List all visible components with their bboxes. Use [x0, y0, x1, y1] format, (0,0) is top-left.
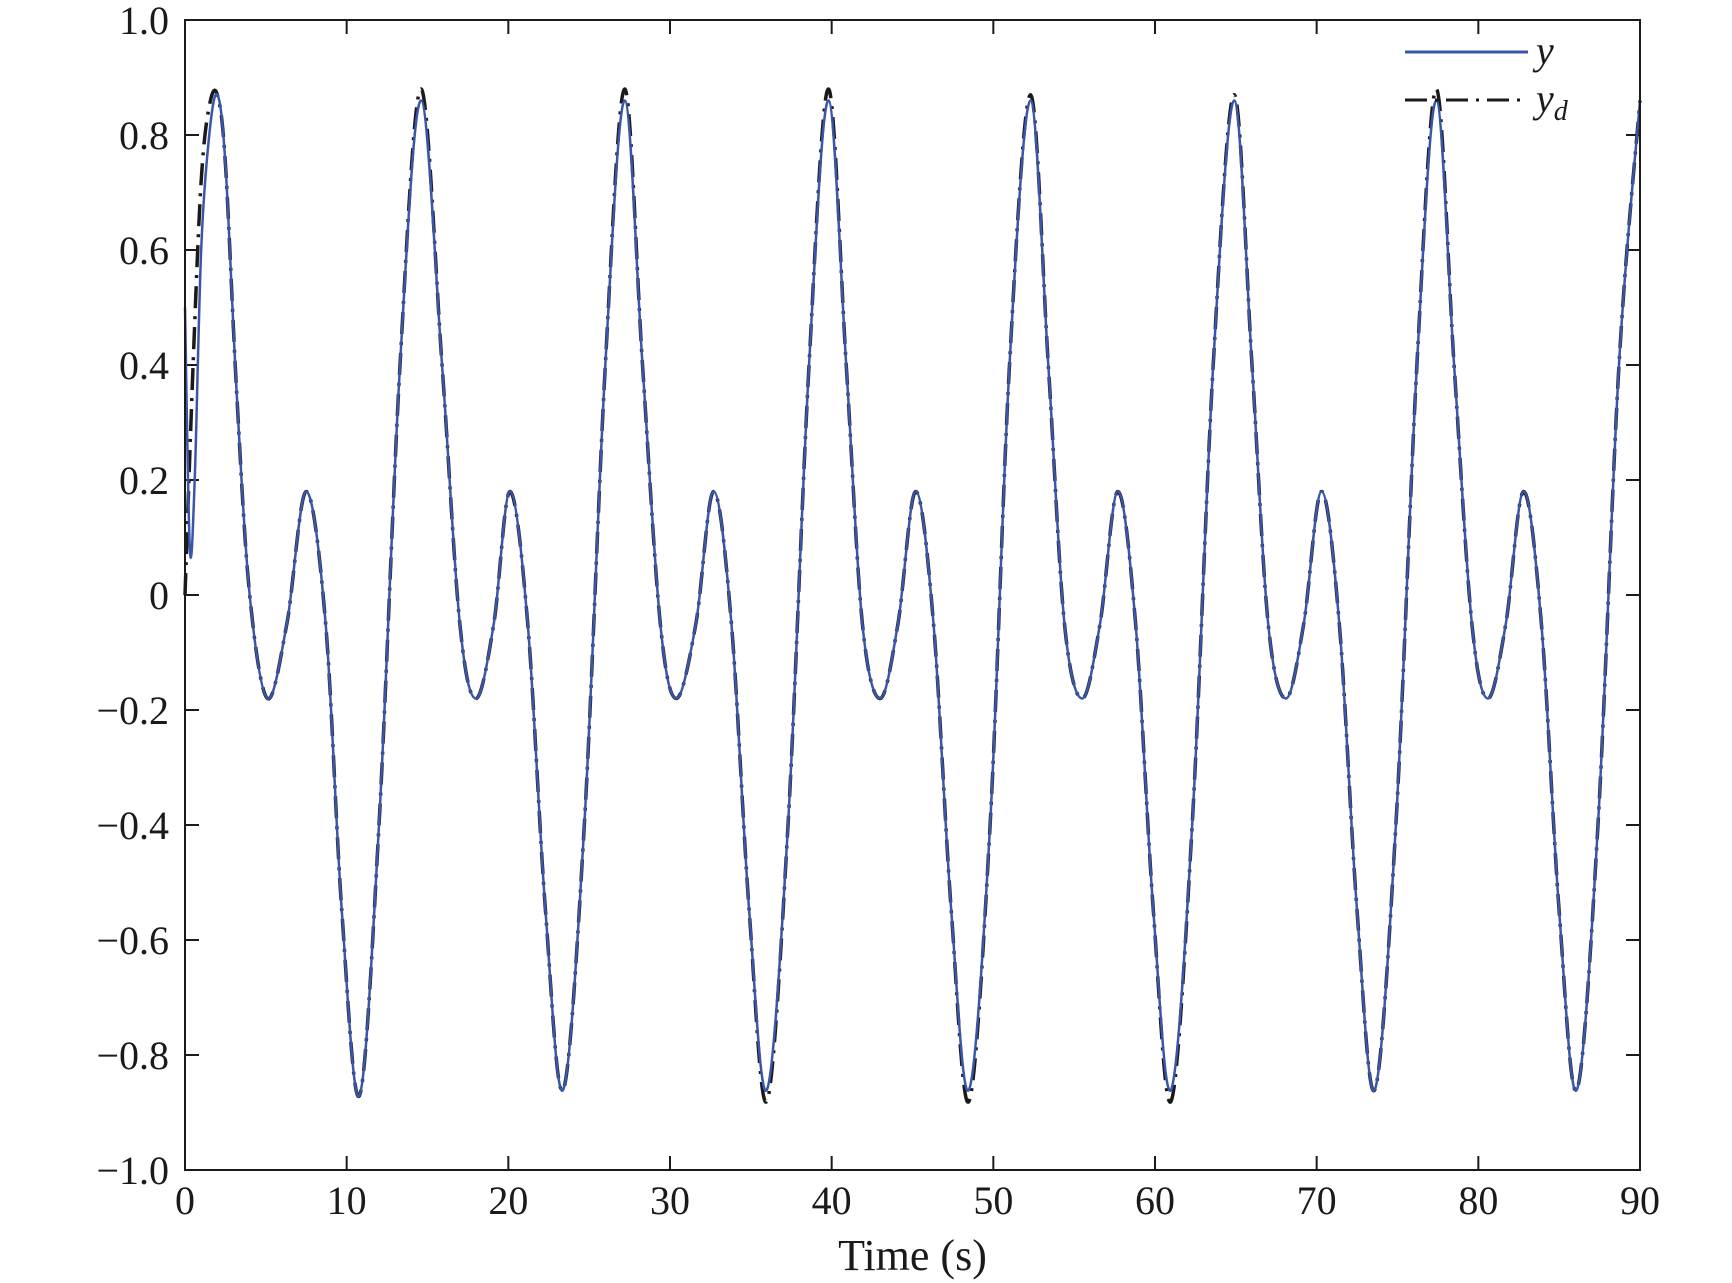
plot-frame: [184, 19, 1641, 1171]
y-tick-label: 0.8: [119, 113, 169, 158]
x-tick-label: 40: [812, 1178, 852, 1223]
x-tick-label: 70: [1297, 1178, 1337, 1223]
legend-label-y: y: [1532, 28, 1554, 73]
y-tick-label: 0.2: [119, 458, 169, 503]
series-line-y-d: [183, 87, 1642, 1104]
x-tick-label: 50: [973, 1178, 1013, 1223]
x-tick-label: 80: [1458, 1178, 1498, 1223]
legend-label-yd-subscript: d: [1554, 96, 1569, 127]
series-line-y: [183, 92, 1642, 1098]
legend-label-yd: yd: [1532, 76, 1569, 127]
y-tick-label: −0.8: [96, 1033, 169, 1078]
y-tick-label: −0.2: [96, 688, 169, 733]
legend: y yd: [1405, 28, 1569, 127]
y-tick-label: 0: [149, 573, 169, 618]
x-tick-label: 30: [650, 1178, 690, 1223]
legend-label-yd-base: y: [1532, 76, 1554, 121]
y-tick-label: 0.4: [119, 343, 169, 388]
x-axis-title: Time (s): [838, 1231, 987, 1280]
x-tick-label: 0: [175, 1178, 195, 1223]
y-tick-label: 0.6: [119, 228, 169, 273]
y-tick-label: −0.6: [96, 918, 169, 963]
y-tick-label: −0.4: [96, 803, 169, 848]
axis-ticks: [184, 19, 1641, 1171]
x-tick-label: 10: [327, 1178, 367, 1223]
x-tick-label: 90: [1620, 1178, 1660, 1223]
x-tick-label: 20: [488, 1178, 528, 1223]
y-tick-label: 1.0: [119, 0, 169, 43]
series-lines: [183, 87, 1642, 1104]
tick-labels: 0 10 20 30 40 50 60 70 80 90 1.0 0.8 0.6 0.4 0.2 0 −0.2 −…: [96, 0, 1660, 1223]
y-tick-label: −1.0: [96, 1148, 169, 1193]
x-tick-label: 60: [1135, 1178, 1175, 1223]
